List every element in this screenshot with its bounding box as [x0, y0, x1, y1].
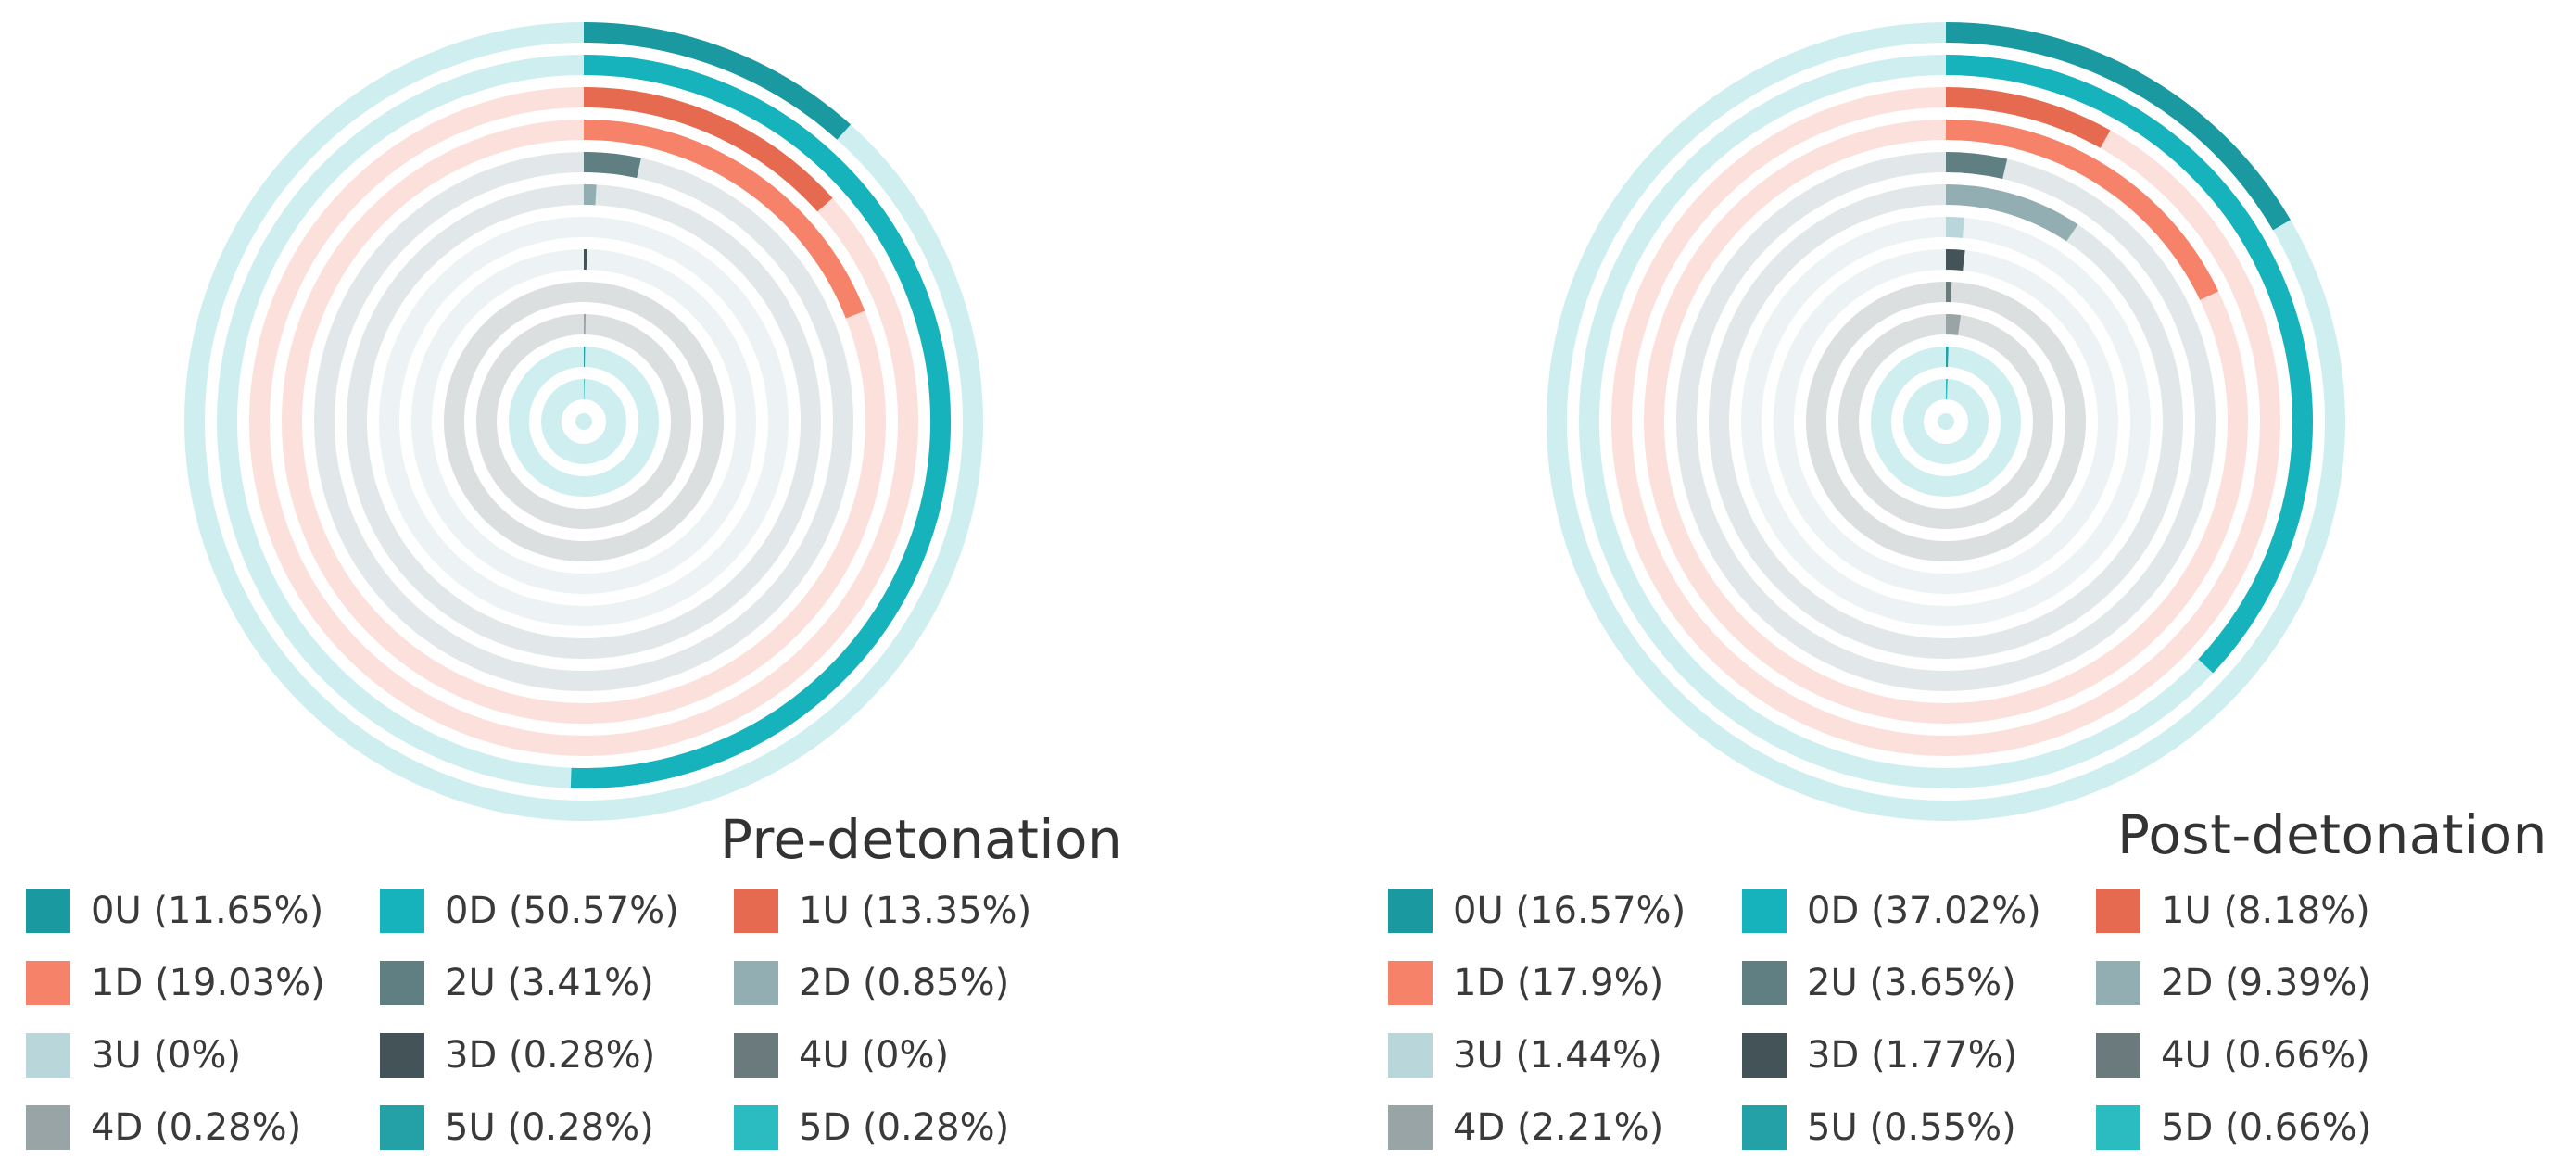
pre-bar-1d [583, 120, 865, 319]
pre-legend-label-5d: 5D (0.28%) [799, 1106, 1010, 1149]
pre-legend-item-4d: 4D (0.28%) [26, 1102, 380, 1154]
post-legend-label-0u: 0U (16.57%) [1453, 889, 1686, 932]
post-bar-2u [1945, 152, 2008, 180]
post-detonation-radial-chart [1547, 22, 2345, 821]
post-legend-label-4u: 4U (0.66%) [2161, 1034, 2370, 1077]
post-legend-swatch-4u [2096, 1033, 2140, 1078]
post-legend-swatch-1u [2096, 889, 2140, 933]
pre-legend-label-1d: 1D (19.03%) [91, 962, 325, 1004]
pre-legend-label-2d: 2D (0.85%) [799, 962, 1010, 1004]
post-legend-item-5d: 5D (0.66%) [2096, 1102, 2450, 1154]
pre-legend-label-1u: 1U (13.35%) [799, 889, 1032, 932]
pre-detonation-title: Pre-detonation [720, 808, 1123, 871]
post-legend-swatch-0u [1388, 889, 1433, 933]
pre-legend-swatch-2u [380, 961, 424, 1005]
post-detonation-panel: Post-detonation 0U (16.57%) 0D (37.02%) 1U… [1362, 0, 2576, 1173]
post-detonation-title: Post-detonation [2117, 803, 2547, 866]
post-bar-2d [1945, 184, 2078, 242]
pre-legend-item-1d: 1D (19.03%) [26, 957, 380, 1009]
pre-legend-label-4u: 4U (0%) [799, 1034, 950, 1077]
post-legend-item-3d: 3D (1.77%) [1742, 1029, 2096, 1081]
pre-bar-0u [583, 22, 852, 140]
post-legend-swatch-1d [1388, 961, 1433, 1005]
post-legend-label-0d: 0D (37.02%) [1807, 889, 2041, 932]
pre-legend-swatch-5d [734, 1105, 778, 1150]
pre-legend-label-5u: 5U (0.28%) [445, 1106, 654, 1149]
post-legend-item-5u: 5U (0.55%) [1742, 1102, 2096, 1154]
pre-legend-item-2u: 2U (3.41%) [380, 957, 734, 1009]
post-legend-item-3u: 3U (1.44%) [1388, 1029, 1742, 1081]
post-bar-4d [1945, 314, 1962, 335]
post-legend-label-2d: 2D (9.39%) [2161, 962, 2372, 1004]
post-legend-label-5u: 5U (0.55%) [1807, 1106, 2016, 1149]
post-legend-item-4d: 4D (2.21%) [1388, 1102, 1742, 1154]
post-legend-swatch-3u [1388, 1033, 1433, 1078]
pre-legend-label-3u: 3U (0%) [91, 1034, 242, 1077]
pre-legend-item-5d: 5D (0.28%) [734, 1102, 1088, 1154]
post-legend-item-1d: 1D (17.9%) [1388, 957, 1742, 1009]
pre-detonation-radial-chart [184, 22, 983, 821]
post-center-dot [1938, 413, 1954, 430]
pre-bar-2u [583, 152, 641, 179]
pre-bar-1u [583, 87, 833, 212]
pre-legend-item-3u: 3U (0%) [26, 1029, 380, 1081]
post-legend-item-2u: 2U (3.65%) [1742, 957, 2096, 1009]
post-legend-label-3u: 3U (1.44%) [1453, 1034, 1662, 1077]
post-legend-item-2d: 2D (9.39%) [2096, 957, 2450, 1009]
post-legend-label-1u: 1U (8.18%) [2161, 889, 2370, 932]
pre-track-4u [444, 282, 724, 561]
post-detonation-legend: 0U (16.57%) 0D (37.02%) 1U (8.18%) 1D (17.9… [1388, 885, 2454, 1154]
pre-bar-0d [570, 55, 952, 788]
post-legend-label-4d: 4D (2.21%) [1453, 1106, 1664, 1149]
post-legend-swatch-2u [1742, 961, 1787, 1005]
post-legend-label-2u: 2U (3.65%) [1807, 962, 2016, 1004]
post-bar-0d [1945, 55, 2313, 674]
post-legend-item-0u: 0U (16.57%) [1388, 885, 1742, 937]
pre-legend-swatch-5u [380, 1105, 424, 1150]
post-legend-swatch-3d [1742, 1033, 1787, 1078]
post-legend-item-0d: 0D (37.02%) [1742, 885, 2096, 937]
post-bar-1d [1945, 120, 2219, 300]
post-legend-swatch-4d [1388, 1105, 1433, 1150]
post-legend-swatch-2d [2096, 961, 2140, 1005]
post-legend-swatch-5d [2096, 1105, 2140, 1150]
pre-track-3u [379, 217, 789, 626]
pre-center-dot [575, 413, 592, 430]
pre-legend-label-2u: 2U (3.41%) [445, 962, 654, 1004]
pre-legend-swatch-2d [734, 961, 778, 1005]
pre-legend-item-5u: 5U (0.28%) [380, 1102, 734, 1154]
post-legend-label-1d: 1D (17.9%) [1453, 962, 1664, 1004]
post-bar-3u [1945, 217, 1964, 238]
post-legend-label-5d: 5D (0.66%) [2161, 1106, 2372, 1149]
pre-legend-label-3d: 3D (0.28%) [445, 1034, 656, 1077]
pre-legend-swatch-1u [734, 889, 778, 933]
pre-legend-label-0d: 0D (50.57%) [445, 889, 679, 932]
pre-legend-item-1u: 1U (13.35%) [734, 885, 1088, 937]
pre-legend-label-4d: 4D (0.28%) [91, 1106, 302, 1149]
pre-legend-swatch-1d [26, 961, 70, 1005]
pre-legend-swatch-4d [26, 1105, 70, 1150]
pre-legend-item-4u: 4U (0%) [734, 1029, 1088, 1081]
post-bar-3d [1945, 249, 1965, 271]
post-legend-item-4u: 4U (0.66%) [2096, 1029, 2450, 1081]
pre-legend-item-3d: 3D (0.28%) [380, 1029, 734, 1081]
pre-legend-swatch-4u [734, 1033, 778, 1078]
post-bar-0u [1945, 22, 2291, 231]
post-legend-swatch-5u [1742, 1105, 1787, 1150]
pre-detonation-legend: 0U (11.65%) 0D (50.57%) 1U (13.35%) 1D (19.… [26, 885, 1092, 1154]
pre-detonation-panel: Pre-detonation 0U (11.65%) 0D (50.57%) 1U … [26, 22, 1123, 1154]
pre-legend-item-2d: 2D (0.85%) [734, 957, 1088, 1009]
pre-legend-swatch-0u [26, 889, 70, 933]
pre-legend-item-0u: 0U (11.65%) [26, 885, 380, 937]
pre-legend-swatch-0d [380, 889, 424, 933]
pre-legend-label-0u: 0U (11.65%) [91, 889, 324, 932]
post-legend-label-3d: 3D (1.77%) [1807, 1034, 2018, 1077]
post-legend-item-1u: 1U (8.18%) [2096, 885, 2450, 937]
post-legend-swatch-0d [1742, 889, 1787, 933]
pre-legend-swatch-3u [26, 1033, 70, 1078]
post-bar-1u [1945, 87, 2111, 148]
pre-legend-swatch-3d [380, 1033, 424, 1078]
pre-legend-item-0d: 0D (50.57%) [380, 885, 734, 937]
